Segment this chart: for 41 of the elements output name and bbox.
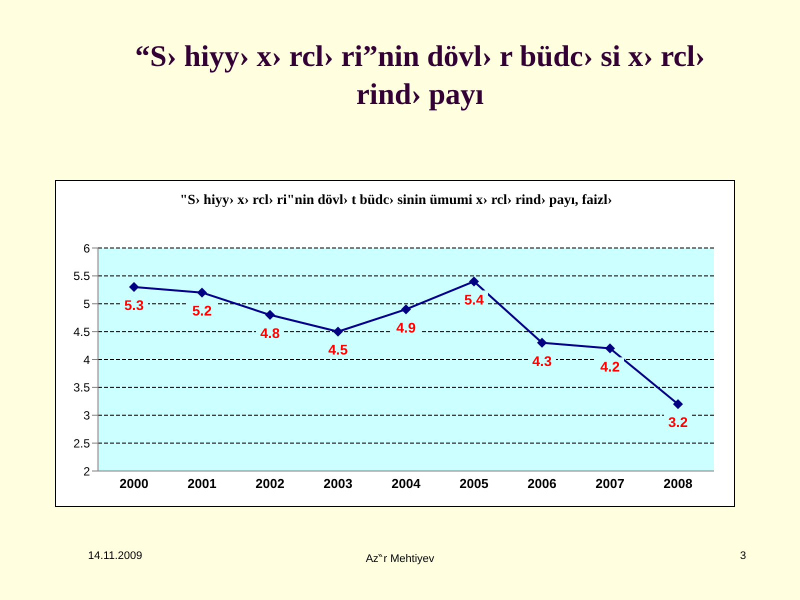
text: 3 [740, 550, 746, 562]
y-tick-label: 6 [83, 241, 90, 256]
point [197, 288, 207, 298]
point [537, 338, 547, 348]
x-tick-label: 2000 [120, 476, 148, 492]
x-tick-label: 2002 [256, 476, 284, 492]
y-tick-label: 5 [83, 297, 90, 312]
y-tick-label: 4.5 [73, 324, 90, 339]
data-label: 4.8 [260, 324, 280, 341]
point [129, 282, 139, 292]
x-tick-label: 2005 [460, 476, 488, 492]
data-label: 5.3 [124, 297, 144, 314]
y-tick-label: 2 [83, 464, 90, 478]
point [333, 326, 343, 337]
data-label: 4.5 [328, 342, 348, 358]
point [401, 304, 411, 314]
data-label: 4.9 [396, 319, 416, 336]
point [265, 310, 275, 320]
text: Az‶r Mehtiyev [364, 552, 436, 565]
x-tick-label: 2007 [596, 476, 624, 492]
point [605, 343, 615, 354]
point [469, 276, 479, 286]
data-label: 5.2 [192, 302, 212, 319]
data-label: 4.2 [600, 358, 620, 374]
x-tick-label: 2008 [664, 476, 692, 492]
y-tick-label: 2.5 [73, 436, 90, 450]
data-label: 4.3 [532, 352, 552, 369]
chart-subtitle: "S› hiyy› x› rcl› ri"nin dövl› t büdc› sinin ümumi x› rcl› rind› payı, faizl› [178, 192, 614, 210]
x-tick-label: 2003 [324, 476, 352, 492]
data-label: 3.2 [668, 414, 688, 430]
x-tick-label: 2006 [528, 476, 556, 492]
point [673, 399, 683, 410]
y-tick-label: 3 [83, 408, 90, 423]
y-tick-label: 4 [83, 352, 90, 367]
y-tick-label: 3.5 [73, 380, 90, 395]
chart-title: “S› hiyy› x› rcl› ri”nin dövl› r büdc› si x› rcl› rind› payı [134, 39, 706, 113]
data-label: 5.4 [464, 291, 484, 308]
x-tick-label: 2004 [392, 476, 422, 492]
x-tick-label: 2001 [188, 476, 216, 492]
text: 14.11.2009 [88, 550, 142, 562]
y-tick-label: 5.5 [73, 269, 90, 284]
